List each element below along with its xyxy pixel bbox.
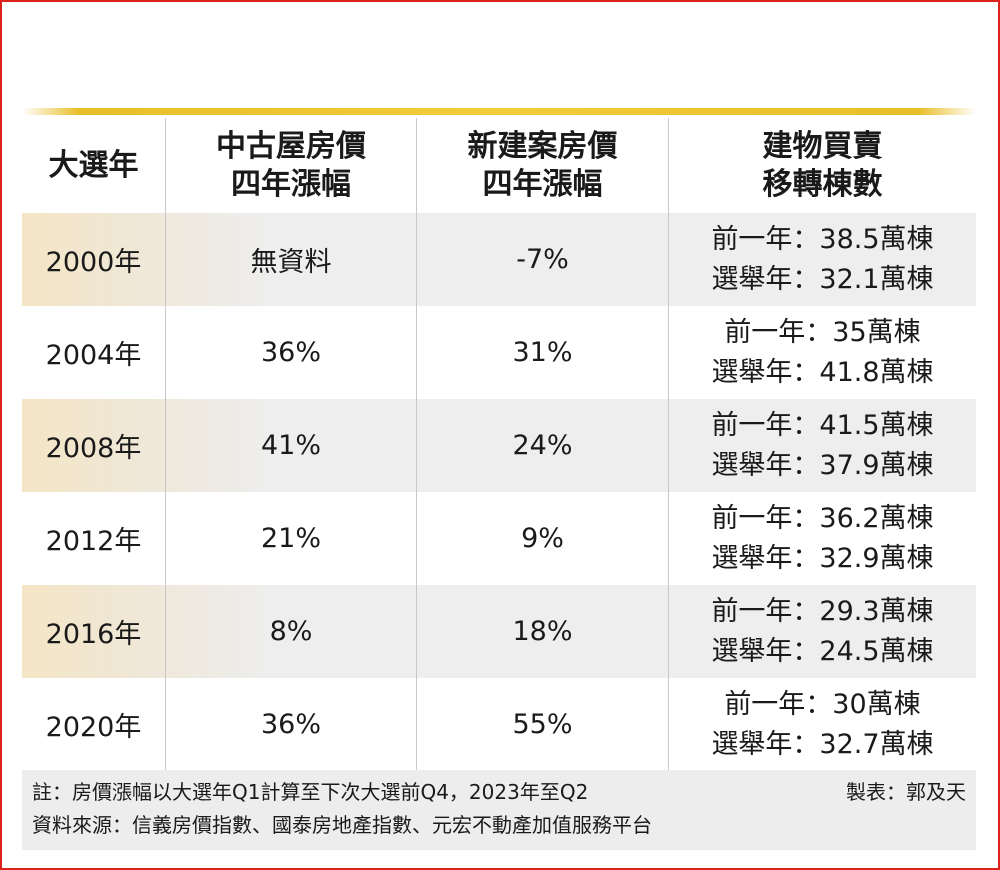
prev-year-count: 前一年：29.3萬棟 — [711, 595, 934, 627]
header-line: 新建案房價 — [467, 128, 618, 164]
header-line: 大選年 — [48, 147, 139, 183]
new-price-cell: 24% — [417, 399, 669, 492]
new-price-cell: 55% — [417, 678, 669, 771]
prev-year-count: 前一年：35萬棟 — [724, 316, 921, 348]
transfer-cell: 前一年：30萬棟 選舉年：32.7萬棟 — [669, 678, 976, 771]
header-line: 四年漲幅 — [231, 166, 351, 202]
footnote: 註：房價漲幅以大選年Q1計算至下次大選前Q4，2023年至Q2 製表：郭及天 資… — [22, 770, 976, 850]
source-text: 資料來源：信義房價指數、國泰房地產指數、元宏不動產加值服務平台 — [32, 813, 652, 837]
header-line: 中古屋房價 — [216, 128, 366, 164]
footnote-line: 註：房價漲幅以大選年Q1計算至下次大選前Q4，2023年至Q2 製表：郭及天 — [32, 776, 966, 809]
table-row: 2020年 36% 55% 前一年：30萬棟 選舉年：32.7萬棟 — [22, 678, 976, 771]
year-cell: 2020年 — [22, 678, 166, 771]
new-price-cell: -7% — [417, 213, 669, 306]
header-election-year: 大選年 — [22, 118, 166, 213]
prev-year-count: 前一年：30萬棟 — [724, 688, 921, 720]
table-row: 2000年 無資料 -7% 前一年：38.5萬棟 選舉年：32.1萬棟 — [22, 213, 976, 306]
year-cell: 2000年 — [22, 213, 166, 306]
transfer-cell: 前一年：38.5萬棟 選舉年：32.1萬棟 — [669, 213, 976, 306]
election-year-count: 選舉年：24.5萬棟 — [711, 635, 934, 667]
new-price-cell: 9% — [417, 492, 669, 585]
new-price-cell: 18% — [417, 585, 669, 678]
year-cell: 2008年 — [22, 399, 166, 492]
transfer-cell: 前一年：35萬棟 選舉年：41.8萬棟 — [669, 306, 976, 399]
election-year-count: 選舉年：37.9萬棟 — [711, 449, 934, 481]
table-row: 2004年 36% 31% 前一年：35萬棟 選舉年：41.8萬棟 — [22, 306, 976, 399]
used-price-cell: 21% — [166, 492, 417, 585]
election-year-count: 選舉年：32.7萬棟 — [711, 728, 934, 760]
header-line: 建物買賣 — [762, 128, 883, 164]
table-row: 2008年 41% 24% 前一年：41.5萬棟 選舉年：37.9萬棟 — [22, 399, 976, 492]
transfer-cell: 前一年：29.3萬棟 選舉年：24.5萬棟 — [669, 585, 976, 678]
credit-text: 製表：郭及天 — [846, 780, 966, 804]
used-price-cell: 41% — [166, 399, 417, 492]
table-row: 2016年 8% 18% 前一年：29.3萬棟 選舉年：24.5萬棟 — [22, 585, 976, 678]
year-cell: 2004年 — [22, 306, 166, 399]
used-price-cell: 無資料 — [166, 213, 417, 306]
prev-year-count: 前一年：36.2萬棟 — [711, 502, 934, 534]
transfer-cell: 前一年：36.2萬棟 選舉年：32.9萬棟 — [669, 492, 976, 585]
header-used-house-price: 中古屋房價 四年漲幅 — [166, 118, 417, 213]
prev-year-count: 前一年：41.5萬棟 — [711, 409, 934, 441]
prev-year-count: 前一年：38.5萬棟 — [711, 223, 934, 255]
header-line: 四年漲幅 — [482, 166, 603, 202]
year-cell: 2012年 — [22, 492, 166, 585]
data-table: 大選年 中古屋房價 四年漲幅 新建案房價 四年漲幅 建物買賣 移轉棟數 2000… — [22, 118, 976, 771]
used-price-cell: 36% — [166, 306, 417, 399]
election-year-count: 選舉年：41.8萬棟 — [711, 356, 934, 388]
transfer-cell: 前一年：41.5萬棟 選舉年：37.9萬棟 — [669, 399, 976, 492]
table-header-row: 大選年 中古屋房價 四年漲幅 新建案房價 四年漲幅 建物買賣 移轉棟數 — [22, 118, 976, 213]
election-year-count: 選舉年：32.9萬棟 — [711, 542, 934, 574]
new-price-cell: 31% — [417, 306, 669, 399]
header-line: 移轉棟數 — [762, 166, 883, 202]
used-price-cell: 8% — [166, 585, 417, 678]
gold-rule — [22, 108, 976, 115]
header-new-house-price: 新建案房價 四年漲幅 — [417, 118, 669, 213]
remark-text: 註：房價漲幅以大選年Q1計算至下次大選前Q4，2023年至Q2 — [32, 780, 589, 804]
election-year-count: 選舉年：32.1萬棟 — [711, 263, 934, 295]
header-transfer-count: 建物買賣 移轉棟數 — [669, 118, 976, 213]
used-price-cell: 36% — [166, 678, 417, 771]
table-row: 2012年 21% 9% 前一年：36.2萬棟 選舉年：32.9萬棟 — [22, 492, 976, 585]
year-cell: 2016年 — [22, 585, 166, 678]
